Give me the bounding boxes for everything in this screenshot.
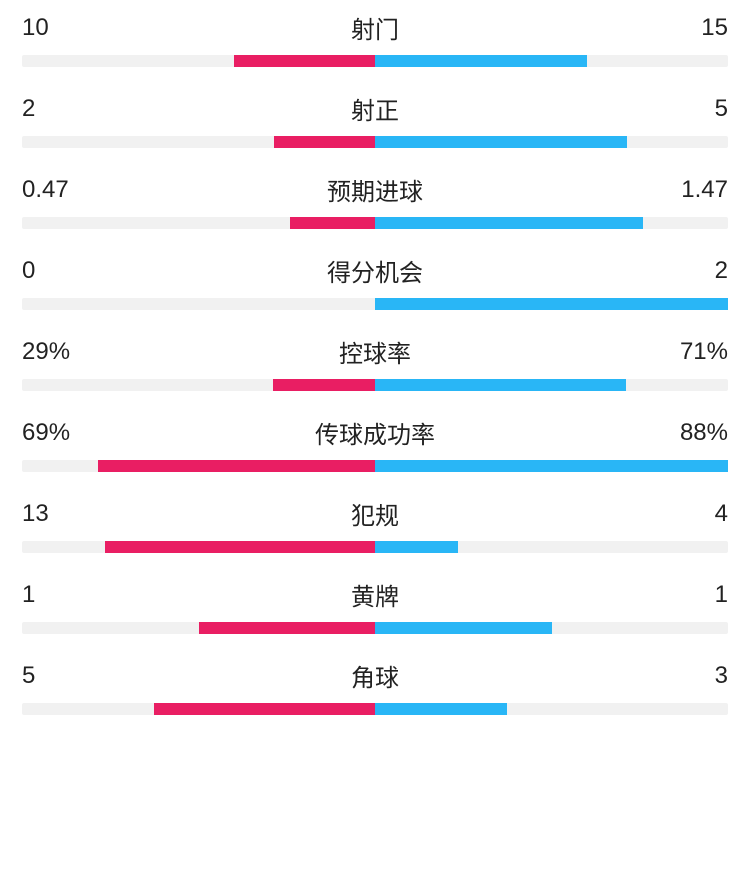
stat-label: 预期进球 (82, 172, 668, 207)
stat-row: 10射门15 (22, 10, 728, 67)
stat-bar-track (22, 217, 728, 229)
stat-bar-fill-right (375, 379, 626, 391)
stat-label: 黄牌 (82, 577, 668, 612)
stat-label: 射正 (82, 91, 668, 126)
stat-label: 得分机会 (82, 253, 668, 288)
stat-bar-half-left (22, 136, 375, 148)
stat-value-left: 0.47 (22, 176, 82, 204)
stat-bar-half-right (375, 703, 728, 715)
stat-bar-track (22, 379, 728, 391)
stat-bar-half-left (22, 703, 375, 715)
stat-bar-half-right (375, 217, 728, 229)
stat-bar-track (22, 55, 728, 67)
stat-row: 69%传球成功率88% (22, 415, 728, 472)
stat-header: 69%传球成功率88% (22, 415, 728, 450)
stat-value-right: 3 (668, 662, 728, 690)
stat-bar-half-left (22, 460, 375, 472)
stat-value-right: 1 (668, 581, 728, 609)
stat-bar-fill-right (375, 298, 728, 310)
stat-value-right: 88% (668, 419, 728, 447)
stat-header: 5角球3 (22, 658, 728, 693)
stat-header: 0.47预期进球1.47 (22, 172, 728, 207)
stat-bar-half-right (375, 55, 728, 67)
stat-bar-fill-left (273, 379, 375, 391)
stat-bar-track (22, 136, 728, 148)
stat-label: 射门 (82, 10, 668, 45)
stat-header: 13犯规4 (22, 496, 728, 531)
stat-label: 犯规 (82, 496, 668, 531)
stat-bar-half-left (22, 217, 375, 229)
stat-value-left: 69% (22, 419, 82, 447)
stat-value-left: 10 (22, 14, 82, 42)
stat-row: 2射正5 (22, 91, 728, 148)
stat-bar-half-right (375, 379, 728, 391)
stat-bar-half-left (22, 298, 375, 310)
stat-bar-fill-left (290, 217, 375, 229)
stat-value-left: 0 (22, 257, 82, 285)
stat-bar-track (22, 460, 728, 472)
stat-header: 10射门15 (22, 10, 728, 45)
stat-bar-half-right (375, 541, 728, 553)
stat-row: 0.47预期进球1.47 (22, 172, 728, 229)
stat-value-left: 5 (22, 662, 82, 690)
stat-value-right: 5 (668, 95, 728, 123)
stat-bar-fill-right (375, 460, 728, 472)
stat-bar-half-right (375, 136, 728, 148)
stat-header: 29%控球率71% (22, 334, 728, 369)
stat-header: 2射正5 (22, 91, 728, 126)
stat-bar-track (22, 622, 728, 634)
stat-value-right: 15 (668, 14, 728, 42)
stat-bar-fill-right (375, 703, 507, 715)
stat-bar-half-left (22, 55, 375, 67)
stat-bar-fill-right (375, 217, 643, 229)
match-stats-container: 10射门152射正50.47预期进球1.470得分机会229%控球率71%69%… (0, 0, 750, 715)
stat-bar-half-right (375, 298, 728, 310)
stat-bar-track (22, 541, 728, 553)
stat-value-right: 4 (668, 500, 728, 528)
stat-bar-fill-right (375, 541, 458, 553)
stat-bar-half-left (22, 379, 375, 391)
stat-label: 控球率 (82, 334, 668, 369)
stat-row: 0得分机会2 (22, 253, 728, 310)
stat-value-left: 1 (22, 581, 82, 609)
stat-header: 0得分机会2 (22, 253, 728, 288)
stat-bar-half-right (375, 460, 728, 472)
stat-value-right: 1.47 (668, 176, 728, 204)
stat-label: 传球成功率 (82, 415, 668, 450)
stat-bar-track (22, 703, 728, 715)
stat-bar-half-left (22, 622, 375, 634)
stat-bar-half-right (375, 622, 728, 634)
stat-bar-fill-right (375, 136, 627, 148)
stat-row: 13犯规4 (22, 496, 728, 553)
stat-bar-half-left (22, 541, 375, 553)
stat-bar-fill-left (98, 460, 375, 472)
stat-bar-fill-right (375, 622, 552, 634)
stat-row: 29%控球率71% (22, 334, 728, 391)
stat-bar-fill-right (375, 55, 587, 67)
stat-value-right: 71% (668, 338, 728, 366)
stat-value-left: 13 (22, 500, 82, 528)
stat-value-left: 29% (22, 338, 82, 366)
stat-bar-fill-left (234, 55, 375, 67)
stat-value-left: 2 (22, 95, 82, 123)
stat-header: 1黄牌1 (22, 577, 728, 612)
stat-bar-fill-left (274, 136, 375, 148)
stat-label: 角球 (82, 658, 668, 693)
stat-row: 1黄牌1 (22, 577, 728, 634)
stat-bar-fill-left (199, 622, 376, 634)
stat-bar-fill-left (105, 541, 375, 553)
stat-row: 5角球3 (22, 658, 728, 715)
stat-bar-fill-left (154, 703, 375, 715)
stat-bar-track (22, 298, 728, 310)
stat-value-right: 2 (668, 257, 728, 285)
